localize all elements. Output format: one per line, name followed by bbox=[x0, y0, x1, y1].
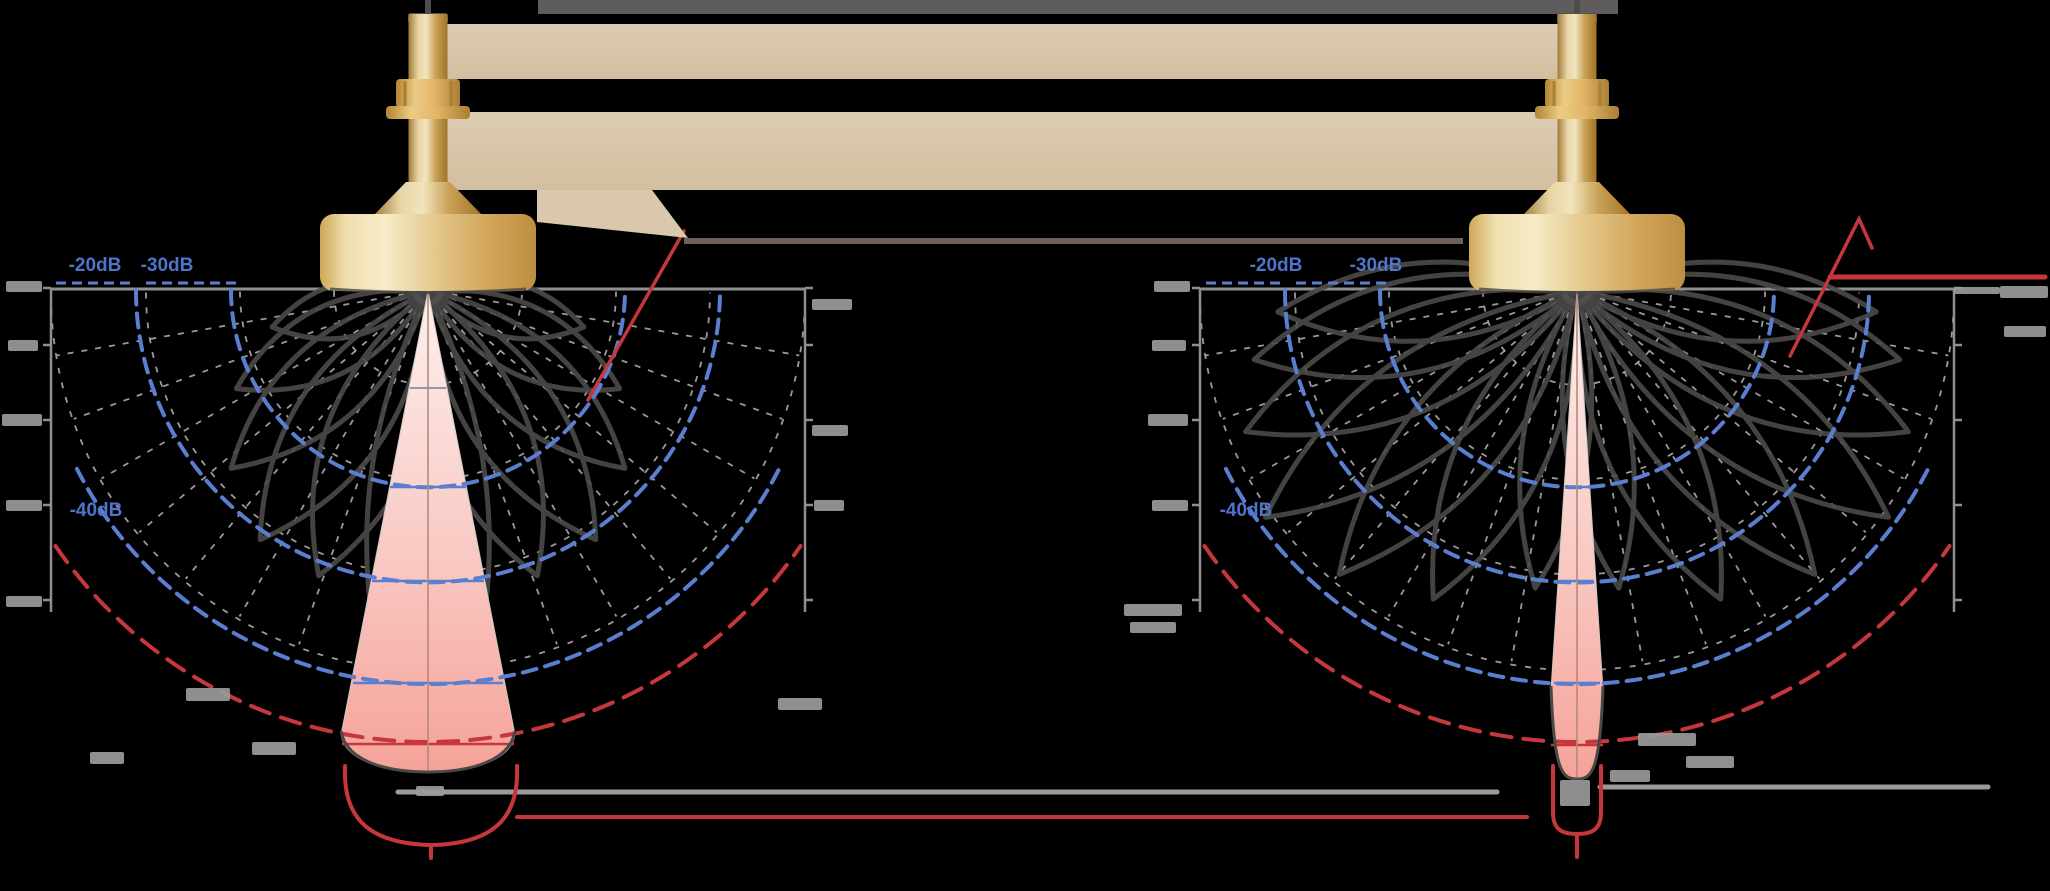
ghost-label-blob bbox=[1154, 281, 1190, 292]
left-beam-diagram: -20dB -30dB -40dB bbox=[2, 255, 852, 796]
db-label: -40dB bbox=[1220, 500, 1273, 521]
ghost-label-blob bbox=[1124, 604, 1182, 616]
ghost-label-blob bbox=[6, 500, 42, 511]
db-label: -30dB bbox=[1350, 255, 1403, 276]
ghost-label-blob bbox=[1560, 780, 1590, 806]
transducer-disc bbox=[320, 214, 536, 291]
nut-flange bbox=[386, 106, 470, 119]
ghost-label-blob bbox=[1610, 770, 1650, 782]
cable-rod bbox=[1574, 0, 1580, 14]
ghost-label-blob bbox=[1130, 622, 1176, 633]
mounting-bar bbox=[427, 24, 1577, 79]
mesh-radial-line bbox=[1448, 299, 1574, 644]
transducer-disc bbox=[1469, 214, 1685, 291]
right-beam-diagram: -20dB -30dB -40dB bbox=[1124, 255, 2048, 806]
nut-flange bbox=[1535, 106, 1619, 119]
bar-perspective-wedge bbox=[537, 190, 688, 238]
ghost-label-blob bbox=[1152, 500, 1188, 511]
ghost-label-blob bbox=[90, 752, 124, 764]
ghost-label-blob bbox=[186, 688, 230, 701]
db-label: -30dB bbox=[141, 255, 194, 276]
cable-rod bbox=[425, 0, 431, 14]
ghost-label-blob bbox=[778, 698, 822, 710]
beam-width-brace bbox=[345, 766, 517, 858]
leader-line bbox=[588, 231, 684, 400]
db-label: -40dB bbox=[70, 500, 123, 521]
ghost-label-blob bbox=[252, 742, 296, 755]
transducer-beam-pattern-figure: -20dB -30dB -40dB -20dB -30dB -40dB bbox=[0, 0, 2050, 891]
ghost-label-blob bbox=[1638, 733, 1696, 746]
top-rail-band bbox=[538, 0, 1618, 14]
ghost-label-blob bbox=[1686, 756, 1734, 768]
ghost-label-blob bbox=[2000, 286, 2048, 298]
mounting-bar bbox=[427, 112, 1577, 190]
ghost-label-blob bbox=[814, 500, 844, 511]
ghost-label-blob bbox=[812, 299, 852, 310]
db-label: -20dB bbox=[69, 255, 122, 276]
mounting-assembly bbox=[320, 0, 1685, 293]
ghost-label-blob bbox=[6, 281, 42, 292]
figure-canvas: -20dB -30dB -40dB -20dB -30dB -40dB bbox=[0, 0, 2050, 891]
ghost-label-blob bbox=[2, 414, 42, 426]
ghost-label-blob bbox=[1152, 340, 1186, 351]
mesh-radial-line bbox=[1580, 299, 1706, 644]
db-label: -20dB bbox=[1250, 255, 1303, 276]
ghost-label-blob bbox=[1954, 287, 2000, 294]
ghost-label-blob bbox=[1148, 414, 1188, 426]
ghost-label-blob bbox=[812, 425, 848, 436]
ghost-label-blob bbox=[2004, 326, 2046, 337]
ghost-label-blob bbox=[8, 340, 38, 351]
ghost-label-blob bbox=[6, 596, 42, 607]
